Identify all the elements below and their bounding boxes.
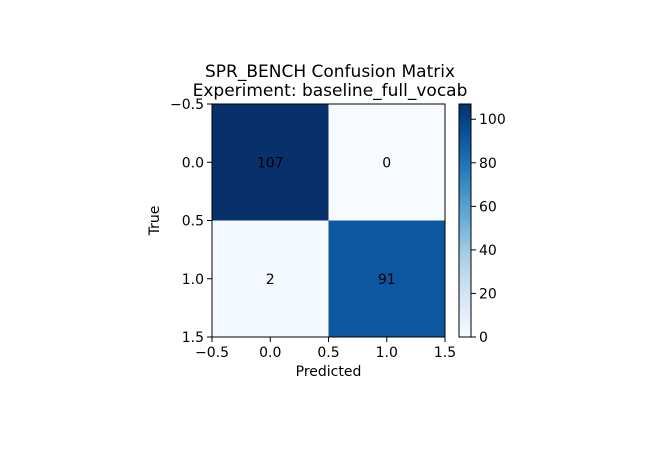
x-tick-label: 1.5 xyxy=(434,345,456,361)
y-tick-label: 0.0 xyxy=(182,155,204,171)
x-axis-ticks: −0.5 0.0 0.5 1.0 1.5 xyxy=(195,337,456,361)
colorbar-tick-label: 20 xyxy=(479,286,497,302)
x-tick-label: −0.5 xyxy=(195,345,229,361)
colorbar-tick-label: 0 xyxy=(479,330,488,346)
y-tick-label: 1.5 xyxy=(182,330,204,346)
x-axis-label: Predicted xyxy=(296,364,362,380)
heatmap-cell xyxy=(212,104,329,221)
y-tick-label: 1.0 xyxy=(182,272,204,288)
y-axis-ticks: −0.5 0.0 0.5 1.0 1.5 xyxy=(170,97,212,346)
cell-value-label: 0 xyxy=(382,155,391,171)
cell-value-label: 107 xyxy=(257,155,284,171)
colorbar-tick-label: 40 xyxy=(479,243,497,259)
heatmap-cell-labels: 107 0 2 91 xyxy=(257,155,396,288)
cell-value-label: 2 xyxy=(266,272,275,288)
y-tick-label: 0.5 xyxy=(182,214,204,230)
x-tick-label: 0.5 xyxy=(317,345,339,361)
y-tick-label: −0.5 xyxy=(170,97,204,113)
colorbar xyxy=(458,103,472,338)
x-tick-label: 0.0 xyxy=(259,345,281,361)
cell-value-label: 91 xyxy=(378,272,396,288)
heatmap-cell xyxy=(328,104,445,221)
chart-title-line-2: Experiment: baseline_full_vocab xyxy=(193,81,468,101)
x-tick-label: 1.0 xyxy=(376,345,398,361)
colorbar-tick-label: 80 xyxy=(479,156,497,172)
heatmap-cells xyxy=(212,104,445,337)
colorbar-ticks: 0 20 40 60 80 100 xyxy=(471,112,506,346)
chart-title-line-1: SPR_BENCH Confusion Matrix xyxy=(205,62,455,82)
heatmap-cell xyxy=(212,220,329,337)
y-axis-label: True xyxy=(147,206,163,237)
colorbar-tick-label: 100 xyxy=(479,112,506,128)
heatmap-cell xyxy=(328,220,445,337)
colorbar-tick-label: 60 xyxy=(479,199,497,215)
